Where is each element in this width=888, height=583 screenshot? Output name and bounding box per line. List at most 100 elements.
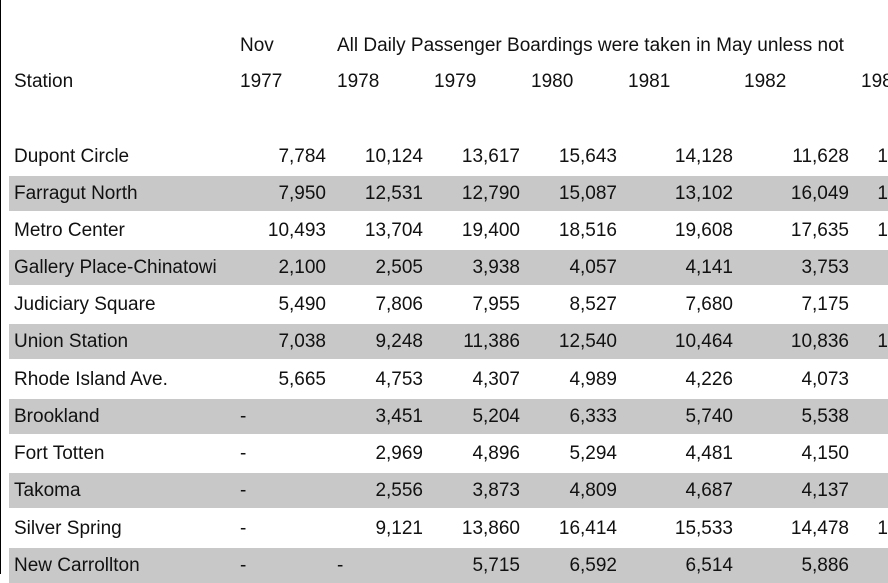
- boardings-cell: 2,969: [375, 443, 423, 464]
- boardings-cell: 3,938: [472, 257, 520, 278]
- boardings-cell: 15,643: [558, 146, 617, 167]
- boardings-cell: 11,386: [463, 331, 520, 352]
- boardings-cell: 16,414: [558, 518, 617, 539]
- boardings-cell: 3,873: [472, 480, 520, 501]
- boardings-cell: 7,175: [801, 294, 849, 315]
- boardings-cell: 5,715: [472, 555, 520, 576]
- boardings-cell: 12,540: [558, 331, 617, 352]
- boardings-cell: 15,533: [674, 518, 733, 539]
- boardings-cell: 10,836: [790, 331, 849, 352]
- boardings-cell: 6,514: [685, 555, 733, 576]
- boardings-cell: 4,141: [685, 257, 733, 278]
- station-name: Brookland: [14, 406, 100, 427]
- boardings-cell: [798, 548, 888, 583]
- boardings-cell: 5,665: [278, 369, 326, 390]
- boardings-cell: 12,790: [461, 183, 520, 204]
- table-row: Fort Totten - 2,969 4,896 5,294 4,481 4,150: [9, 436, 888, 471]
- boardings-cell: 1: [877, 220, 888, 241]
- boardings-cell: 6,333: [569, 406, 617, 427]
- boardings-cell: 10,493: [267, 220, 326, 241]
- station-name: Fort Totten: [14, 443, 105, 464]
- boardings-cell: -: [240, 518, 247, 539]
- boardings-cell: 14,128: [674, 146, 733, 167]
- station-column-header: Station: [14, 71, 74, 92]
- table-row: Brookland - 3,451 5,204 6,333 5,740 5,538: [9, 399, 888, 434]
- boardings-cell: 4,687: [685, 480, 733, 501]
- boardings-cell: 5,204: [472, 406, 520, 427]
- boardings-cell: 10,464: [674, 331, 733, 352]
- station-name: Silver Spring: [14, 518, 122, 539]
- year-header-1977: 1977: [240, 71, 283, 92]
- station-name: New Carrollton: [14, 555, 140, 576]
- boardings-cell: 7,784: [278, 146, 326, 167]
- month-header: Nov: [240, 35, 274, 56]
- table-row: Farragut North 7,950 12,531 12,790 15,087 13,…: [9, 176, 888, 211]
- boardings-cell: [798, 362, 888, 397]
- boardings-cell: 13,102: [674, 183, 733, 204]
- boardings-cell: 7,680: [685, 294, 733, 315]
- table-row: New Carrollton - - 5,715 6,592 6,514 5,886: [9, 548, 888, 583]
- boardings-cell: -: [240, 555, 247, 576]
- boardings-cell: 7,950: [278, 183, 326, 204]
- station-name: Takoma: [14, 480, 81, 501]
- boardings-cell: 2,100: [278, 257, 326, 278]
- year-header-1982: 1982: [744, 71, 787, 92]
- boardings-cell: 9,248: [375, 331, 423, 352]
- boardings-cell: 13,860: [461, 518, 520, 539]
- boardings-cell: 13,704: [364, 220, 423, 241]
- station-name: Dupont Circle: [14, 146, 130, 167]
- boardings-cell: 10,124: [364, 146, 423, 167]
- boardings-cell: 1: [877, 146, 888, 167]
- boardings-cell: 4,137: [801, 480, 849, 501]
- boardings-cell: -: [240, 480, 247, 501]
- year-header-1980: 1980: [531, 71, 574, 92]
- boardings-cell: [798, 250, 888, 285]
- station-name: Judiciary Square: [14, 294, 156, 315]
- boardings-cell: 5,294: [569, 443, 617, 464]
- boardings-cell: 19,608: [674, 220, 733, 241]
- boardings-cell: 7,806: [375, 294, 423, 315]
- boardings-cell: 16,049: [790, 183, 849, 204]
- year-header-1978: 1978: [337, 71, 380, 92]
- boardings-cell: 7,038: [278, 331, 326, 352]
- year-header-1981: 1981: [628, 71, 671, 92]
- boardings-cell: 15,087: [558, 183, 617, 204]
- boardings-cell: 8,527: [569, 294, 617, 315]
- boardings-cell: 5,740: [685, 406, 733, 427]
- year-header-1979: 1979: [434, 71, 477, 92]
- table-row: Metro Center 10,493 13,704 19,400 18,516 19,6…: [9, 213, 888, 248]
- boardings-cell: 4,150: [801, 443, 849, 464]
- boardings-cell: 4,989: [569, 369, 617, 390]
- boardings-cell: 19,400: [461, 220, 520, 241]
- boardings-cell: 1: [877, 183, 888, 204]
- boardings-cell: -: [240, 443, 247, 464]
- boardings-cell: 3,451: [375, 406, 423, 427]
- boardings-cell: 4,753: [375, 369, 423, 390]
- table-row: Judiciary Square 5,490 7,806 7,955 8,527 7,68…: [9, 287, 888, 322]
- boardings-cell: -: [337, 555, 344, 576]
- boardings-cell: 1: [877, 518, 888, 539]
- year-header-next: 198: [861, 71, 888, 92]
- boardings-cell: 17,635: [790, 220, 849, 241]
- boardings-cell: 2,556: [375, 480, 423, 501]
- station-name: Metro Center: [14, 220, 125, 241]
- table-row: Rhode Island Ave. 5,665 4,753 4,307 4,989 4,2…: [9, 362, 888, 397]
- boardings-cell: [798, 473, 888, 508]
- boardings-cell: 4,226: [685, 369, 733, 390]
- sheet-left-border: [0, 0, 1, 574]
- table-row: Union Station 7,038 9,248 11,386 12,540 10,46…: [9, 324, 888, 359]
- boardings-cell: 1: [877, 331, 888, 352]
- boardings-cell: 14,478: [790, 518, 849, 539]
- boardings-cell: -: [240, 406, 247, 427]
- station-name: Rhode Island Ave.: [14, 369, 168, 390]
- station-name: Gallery Place-Chinatowi: [14, 257, 217, 278]
- boardings-cell: 11,628: [792, 146, 849, 167]
- boardings-cell: 3,753: [801, 257, 849, 278]
- boardings-cell: [798, 436, 888, 471]
- boardings-cell: 5,490: [278, 294, 326, 315]
- boardings-cell: 4,057: [569, 257, 617, 278]
- table-row: Silver Spring - 9,121 13,860 16,414 15,533 14,…: [9, 511, 888, 546]
- boardings-cell: 12,531: [364, 183, 423, 204]
- boardings-cell: 7,955: [472, 294, 520, 315]
- boardings-cell: 5,886: [801, 555, 849, 576]
